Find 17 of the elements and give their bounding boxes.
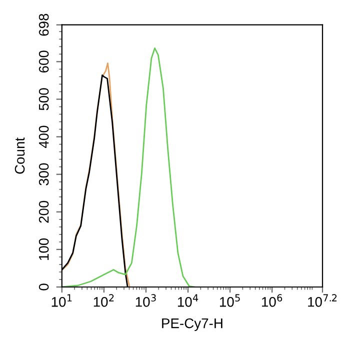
y-axis-title: Count <box>14 137 25 174</box>
y-tick-label: 200 <box>38 200 49 223</box>
x-tick-label: 10$^{2}$ <box>94 294 114 307</box>
y-tick-label: 600 <box>38 50 49 73</box>
x-tick-label: 10$^{6}$ <box>262 294 282 307</box>
y-tick-label: 100 <box>38 238 49 260</box>
x-axis-title: PE-Cy7-H <box>162 318 222 331</box>
y-tick-label: 400 <box>38 126 49 148</box>
x-tick-label: 10$^{5}$ <box>220 294 240 307</box>
x-tick-label: 10$^{7.2}$ <box>308 294 337 307</box>
x-tick-label: 10$^{4}$ <box>178 294 198 307</box>
y-tick-label: 300 <box>38 163 49 186</box>
x-tick-label: 10$^{1}$ <box>52 294 72 307</box>
y-tick-label: 0 <box>38 284 49 290</box>
y-tick-label: 500 <box>38 88 49 110</box>
y-tick-label: 698 <box>38 14 49 36</box>
x-tick-label: 10$^{3}$ <box>136 294 156 307</box>
